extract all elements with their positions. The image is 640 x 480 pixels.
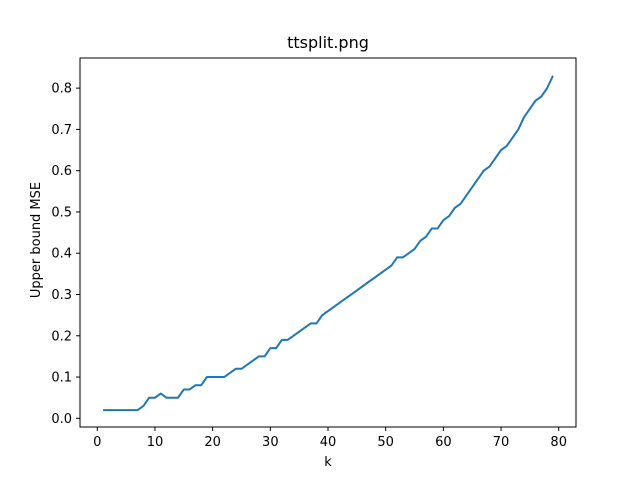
x-tick-label: 80 — [550, 435, 567, 450]
axes-frame — [79, 57, 577, 428]
y-tick-label: 0.3 — [51, 288, 72, 303]
y-tick-label: 0.2 — [51, 329, 72, 344]
y-tick-label: 0.8 — [51, 82, 72, 97]
y-tick-label: 0.6 — [51, 164, 72, 179]
x-tick-label: 10 — [147, 435, 164, 450]
x-tick-label: 40 — [320, 435, 337, 450]
chart-title: ttsplit.png — [287, 33, 369, 52]
y-tick-label: 0.4 — [51, 247, 72, 262]
x-tick-label: 70 — [493, 435, 510, 450]
y-tick-label: 0.7 — [51, 123, 72, 138]
x-tick-label: 30 — [262, 435, 279, 450]
x-tick-label: 50 — [377, 435, 394, 450]
x-axis-label: k — [324, 455, 332, 470]
x-tick-label: 60 — [435, 435, 452, 450]
axis-ticks: 0 10 20 30 40 50 60 70 80 0.0 0.1 0.2 0.3 0.4 0.5 0.6 0.… — [51, 82, 567, 450]
series-line — [103, 75, 554, 412]
y-tick-label: 0.1 — [51, 371, 72, 386]
y-axis-label: Upper bound MSE — [29, 182, 44, 298]
y-tick-label: 0.5 — [51, 205, 72, 220]
y-tick-label: 0.0 — [51, 412, 72, 427]
plot-area — [103, 75, 554, 412]
x-tick-label: 20 — [204, 435, 221, 450]
x-tick-label: 0 — [93, 435, 101, 450]
